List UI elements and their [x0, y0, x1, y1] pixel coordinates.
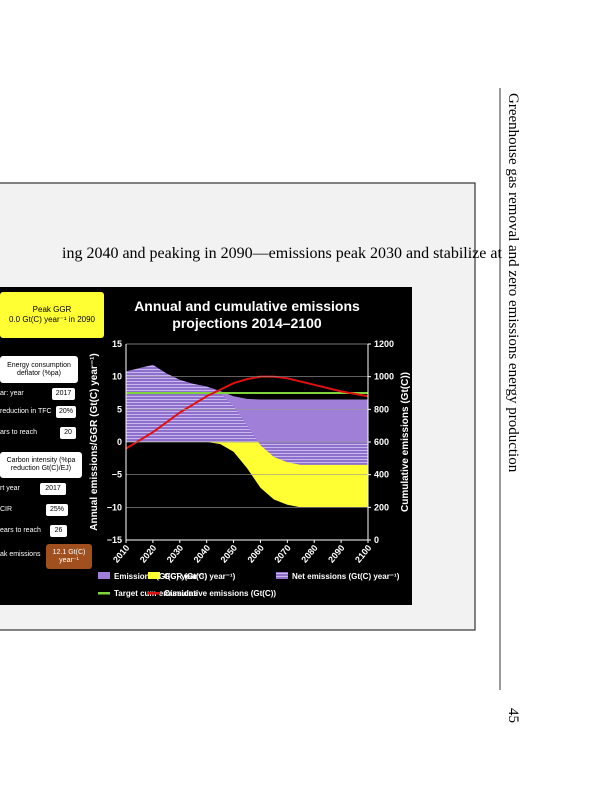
legend-swatch — [148, 592, 160, 595]
field-value: 2017 — [40, 483, 66, 495]
chart-title: Annual and cumulative emissions — [134, 298, 360, 314]
y2-tick-label: 600 — [374, 437, 389, 447]
field-value: 2017 — [52, 388, 75, 400]
field-label: reduction in TFC — [0, 408, 52, 415]
y2-tick-label: 200 — [374, 502, 389, 512]
field-label: ak emissions — [0, 551, 41, 558]
section-header: Energy consumption deflator (%pa) — [0, 356, 78, 383]
y-tick-label: 5 — [117, 404, 122, 414]
y-tick-label: 0 — [117, 437, 122, 447]
y-tick-label: 15 — [112, 339, 122, 349]
legend-label: Cumulative emissions (Gt(C)) — [164, 589, 276, 598]
chart-title: projections 2014–2100 — [172, 315, 322, 331]
peak-ggr-title: Peak GGR — [32, 305, 72, 314]
y-axis-label: Annual emissions/GGR (Gt(C) year⁻¹) — [89, 353, 100, 531]
legend-swatch — [276, 572, 288, 579]
y2-tick-label: 1000 — [374, 372, 394, 382]
page-number: 45 — [505, 708, 521, 723]
field-label: rt year — [0, 485, 20, 492]
field-label: ears to reach — [0, 527, 41, 534]
field-value: 20% — [56, 406, 76, 418]
field-value: 20 — [60, 427, 76, 439]
legend-label: GGR (Gt(C) year⁻¹) — [164, 572, 236, 581]
chart: Annual and cumulative emissionsprojectio… — [89, 298, 411, 598]
peak-ggr-box: Peak GGR 0.0 Gt(C) year⁻¹ in 2090 — [0, 292, 104, 338]
y-tick-label: −5 — [112, 470, 122, 480]
line-series — [125, 375, 369, 450]
y2-axis-label: Cumulative emissions (Gt(C)) — [400, 372, 411, 512]
y2-tick-label: 400 — [374, 470, 389, 480]
y-tick-label: −10 — [107, 502, 122, 512]
peak-emissions-value: 12.1 Gt(C) year⁻¹ — [46, 544, 92, 569]
peak-ggr-text: 0.0 Gt(C) year⁻¹ in 2090 — [8, 315, 96, 324]
field-label: ars to reach — [0, 429, 37, 436]
section-header: Carbon intensity (%pa reduction Gt(C)/EJ… — [0, 452, 82, 478]
field-value: 25% — [46, 504, 68, 516]
y-tick-label: 10 — [112, 372, 122, 382]
y2-tick-label: 0 — [374, 535, 379, 545]
field-label: CIR — [0, 506, 13, 513]
y2-tick-label: 800 — [374, 404, 389, 414]
legend-swatch — [98, 592, 110, 595]
y2-tick-label: 1200 — [374, 339, 394, 349]
caption: ing 2040 and peaking in 2090—emissions p… — [62, 245, 502, 262]
area-series — [126, 364, 368, 465]
field-value: 26 — [50, 525, 67, 537]
field-label: ar: year — [0, 390, 24, 397]
y-tick-label: −15 — [107, 535, 122, 545]
legend-swatch — [98, 572, 110, 579]
legend-swatch — [148, 572, 160, 579]
running-head: Greenhouse gas removal and zero emission… — [505, 93, 521, 473]
legend-label: Emissions (Gt(C) year⁻¹) — [114, 572, 207, 581]
legend-label: Net emissions (Gt(C) year⁻¹) — [292, 572, 400, 581]
